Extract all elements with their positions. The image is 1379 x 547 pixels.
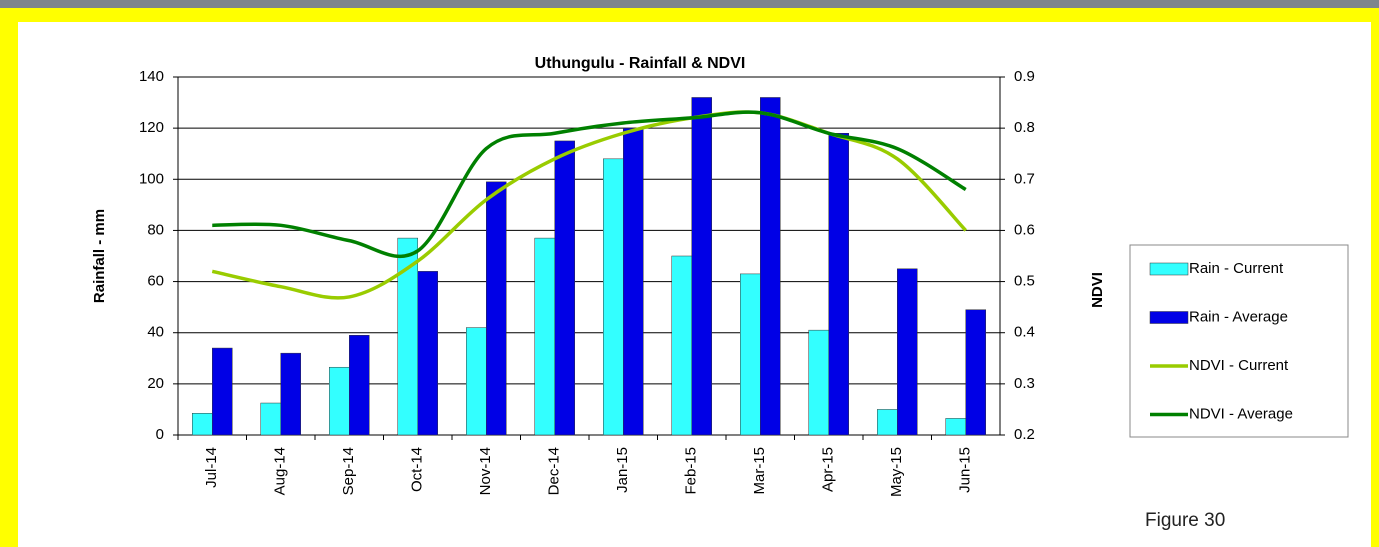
legend-label: NDVI - Average	[1189, 405, 1293, 422]
y2-tick-label: 0.7	[1014, 170, 1035, 187]
y-tick-label: 60	[147, 273, 164, 290]
x-tick-label: Nov-14	[477, 447, 494, 495]
bar	[671, 255, 692, 436]
bar	[466, 327, 487, 436]
y2-tick-label: 0.2	[1014, 426, 1035, 443]
caption: Figure 30	[1145, 510, 1225, 531]
legend-box	[1129, 244, 1349, 438]
bar	[554, 140, 575, 436]
bar	[280, 352, 301, 436]
y-tick-label: 140	[139, 68, 164, 85]
bar	[965, 309, 986, 436]
bar	[486, 181, 507, 436]
x-tick-label: Jan-15	[614, 447, 631, 493]
bar	[760, 97, 781, 436]
x-tick-label: Mar-15	[751, 447, 768, 495]
bar	[329, 366, 350, 436]
x-tick-label: May-15	[888, 447, 905, 497]
bar	[877, 409, 898, 436]
x-tick-label: Oct-14	[409, 447, 426, 492]
chart-title: Uthungulu - Rainfall & NDVI	[535, 55, 746, 72]
x-tick-label: Jul-14	[203, 447, 220, 488]
y-tick-label: 0	[156, 426, 164, 443]
x-tick-label: Apr-15	[820, 447, 837, 492]
legend-swatch	[1149, 262, 1189, 276]
y-tick-label: 120	[139, 119, 164, 136]
legend-label: Rain - Average	[1189, 308, 1288, 325]
y2-tick-label: 0.8	[1014, 119, 1035, 136]
bar	[808, 329, 829, 436]
bar	[349, 335, 370, 436]
bar	[897, 268, 918, 436]
y-tick-label: 20	[147, 375, 164, 392]
bar	[740, 273, 761, 436]
bar	[192, 413, 213, 436]
y-tick-label: 40	[147, 324, 164, 341]
bar	[534, 237, 555, 436]
x-tick-label: Jun-15	[957, 447, 974, 493]
bar	[828, 133, 849, 436]
y2-axis-label: NDVI	[1089, 272, 1106, 308]
x-tick-label: Sep-14	[340, 447, 357, 495]
y2-tick-label: 0.5	[1014, 273, 1035, 290]
y-tick-label: 80	[147, 221, 164, 238]
bar	[691, 97, 712, 436]
legend-label: NDVI - Current	[1189, 357, 1289, 374]
bar	[623, 127, 644, 436]
bar	[603, 158, 624, 436]
y-tick-label: 100	[139, 170, 164, 187]
line	[212, 110, 967, 258]
bar	[260, 402, 281, 436]
y2-tick-label: 0.3	[1014, 375, 1035, 392]
x-tick-label: Feb-15	[683, 447, 700, 495]
legend-label: Rain - Current	[1189, 260, 1284, 277]
bar	[417, 271, 438, 436]
y2-tick-label: 0.9	[1014, 68, 1035, 85]
y-axis-label: Rainfall - mm	[91, 209, 108, 303]
x-tick-label: Dec-14	[546, 447, 563, 495]
x-tick-label: Aug-14	[272, 447, 289, 495]
bar	[945, 418, 966, 436]
y2-tick-label: 0.4	[1014, 324, 1035, 341]
legend-swatch	[1149, 311, 1189, 324]
bar	[212, 347, 233, 436]
y2-tick-label: 0.6	[1014, 221, 1035, 238]
